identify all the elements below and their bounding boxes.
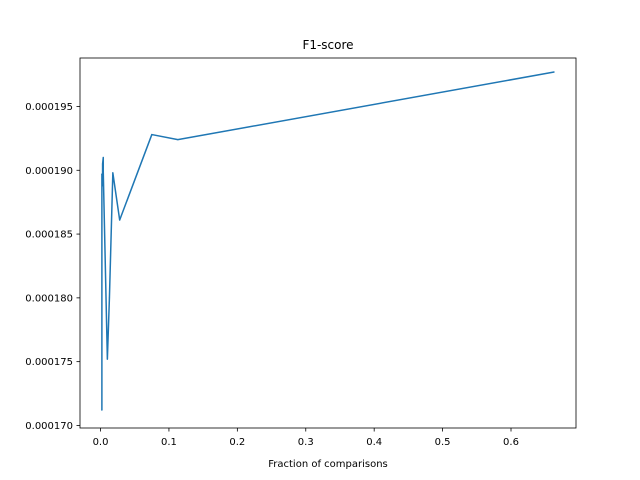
y-tick-label: 0.000185 xyxy=(25,230,73,241)
data-point xyxy=(553,71,555,73)
x-tick-label: 0.5 xyxy=(435,437,451,448)
x-tick-label: 0.0 xyxy=(93,437,109,448)
x-tick-label: 0.4 xyxy=(366,437,382,448)
x-tick-label: 0.6 xyxy=(503,437,519,448)
data-point xyxy=(101,184,104,187)
y-tick-label: 0.000180 xyxy=(25,293,73,304)
data-point xyxy=(101,409,103,411)
x-tick-label: 0.3 xyxy=(298,437,314,448)
y-axis: 0.000170 0.000175 0.000180 0.000185 0.000190… xyxy=(25,102,80,432)
chart-title: F1-score xyxy=(302,38,353,52)
y-tick-label: 0.000190 xyxy=(25,166,73,177)
y-tick-label: 0.000170 xyxy=(25,421,73,432)
x-tick-label: 0.2 xyxy=(229,437,245,448)
data-point xyxy=(108,297,111,299)
data-point xyxy=(102,156,104,159)
data-point xyxy=(101,173,103,175)
y-tick-label: 0.000195 xyxy=(25,102,73,113)
plot-area-frame xyxy=(79,57,577,429)
data-point xyxy=(112,172,114,174)
y-tick-label: 0.000175 xyxy=(25,357,73,368)
series-line xyxy=(101,71,555,411)
x-axis: 0.0 0.1 0.2 0.3 0.4 0.5 0.6 xyxy=(93,428,519,448)
x-axis-label: Fraction of comparisons xyxy=(268,459,388,470)
data-point xyxy=(101,163,104,165)
x-tick-label: 0.1 xyxy=(161,437,177,448)
data-point xyxy=(119,219,121,221)
data-points xyxy=(101,71,555,411)
data-point xyxy=(151,133,153,136)
data-point xyxy=(102,170,104,173)
data-point xyxy=(177,139,179,141)
data-point xyxy=(106,358,108,360)
